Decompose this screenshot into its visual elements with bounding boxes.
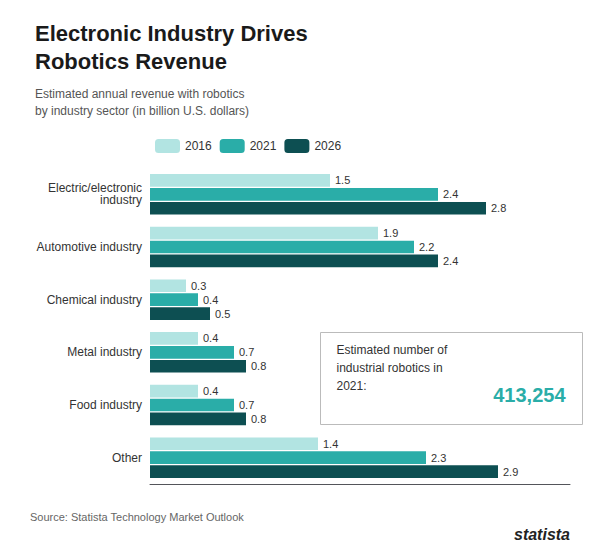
svg-text:2.8: 2.8 [491, 202, 506, 214]
svg-text:0.8: 0.8 [251, 360, 266, 372]
svg-text:2.4: 2.4 [443, 255, 458, 267]
svg-text:Automotive industry: Automotive industry [37, 240, 142, 254]
svg-text:2021:: 2021: [337, 379, 367, 393]
svg-text:1.9: 1.9 [383, 227, 398, 239]
svg-text:0.7: 0.7 [239, 399, 254, 411]
svg-text:Electronic Industry Drives: Electronic Industry Drives [35, 21, 308, 46]
svg-text:2.2: 2.2 [419, 241, 434, 253]
svg-text:statista: statista [514, 526, 570, 543]
svg-text:0.4: 0.4 [203, 332, 218, 344]
svg-text:1.5: 1.5 [335, 174, 350, 186]
svg-text:2.9: 2.9 [503, 466, 518, 478]
svg-text:2.3: 2.3 [431, 452, 446, 464]
svg-text:Source: Statista Technology Ma: Source: Statista Technology Market Outlo… [30, 511, 244, 523]
svg-text:Other: Other [112, 451, 142, 465]
svg-text:Metal industry: Metal industry [67, 345, 142, 359]
svg-text:Estimated annual revenue with: Estimated annual revenue with robotics [35, 87, 244, 101]
svg-text:Estimated number of: Estimated number of [337, 343, 448, 357]
svg-text:0.5: 0.5 [215, 308, 230, 320]
svg-text:0.7: 0.7 [239, 346, 254, 358]
svg-text:Robotics Revenue: Robotics Revenue [35, 49, 227, 74]
svg-text:0.8: 0.8 [251, 413, 266, 425]
svg-text:1.4: 1.4 [323, 438, 338, 450]
svg-text:industrial robotics in: industrial robotics in [337, 361, 443, 375]
svg-text:industry: industry [100, 193, 142, 207]
svg-text:by industry sector (in billion: by industry sector (in billion U.S. doll… [35, 104, 249, 118]
svg-text:2021: 2021 [250, 139, 277, 153]
svg-text:0.4: 0.4 [203, 294, 218, 306]
svg-text:0.4: 0.4 [203, 385, 218, 397]
svg-text:413,254: 413,254 [493, 384, 566, 406]
svg-text:Chemical industry: Chemical industry [47, 293, 142, 307]
svg-text:2026: 2026 [314, 139, 341, 153]
svg-text:Food industry: Food industry [69, 398, 142, 412]
svg-text:Electric/electronic: Electric/electronic [48, 181, 142, 196]
svg-text:2016: 2016 [185, 139, 212, 153]
svg-text:2.4: 2.4 [443, 188, 458, 200]
svg-text:0.3: 0.3 [191, 280, 206, 292]
